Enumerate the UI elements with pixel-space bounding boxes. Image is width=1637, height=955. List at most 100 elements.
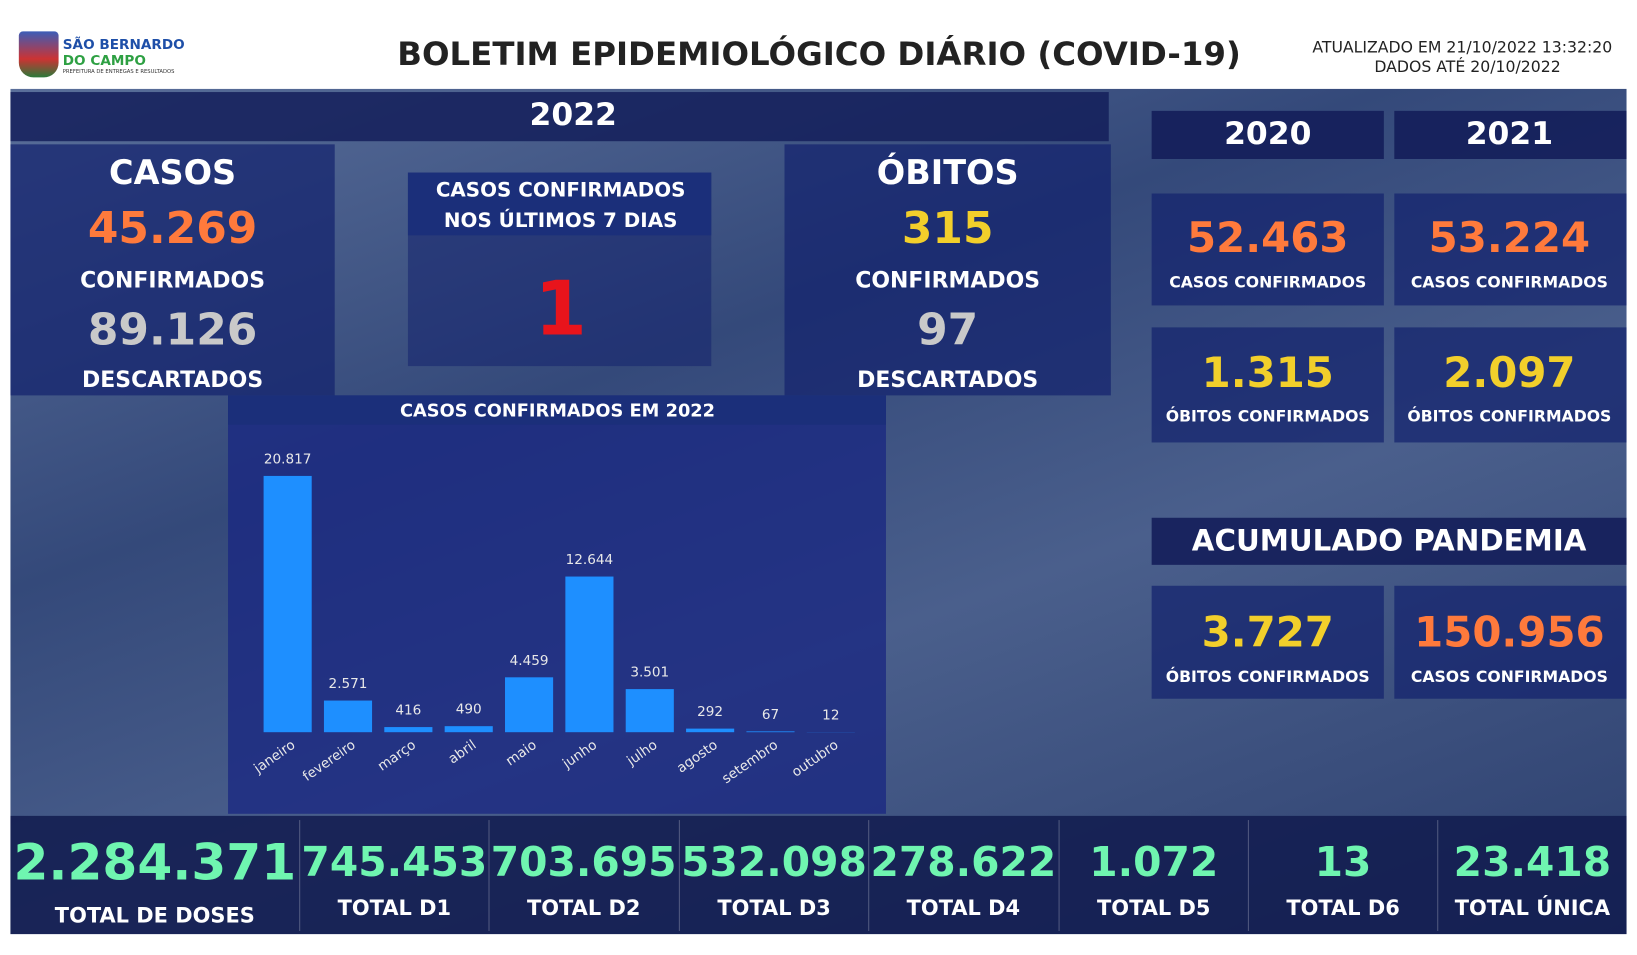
separator — [1058, 820, 1060, 931]
kpi-value: 2.097 — [1443, 349, 1576, 398]
bar — [746, 731, 795, 733]
bar — [625, 689, 674, 733]
x-tick-label: outubro — [789, 737, 842, 781]
data-until: DADOS ATÉ 20/10/2022 — [1374, 57, 1561, 77]
panel-header — [1151, 517, 1627, 565]
bar — [263, 475, 312, 733]
kpi-value: 150.956 — [1414, 608, 1605, 657]
panel — [1151, 193, 1384, 306]
separator — [868, 820, 870, 931]
panel-header — [1394, 110, 1627, 159]
panel-title: ÓBITOS — [876, 152, 1019, 193]
value-label: 12 — [822, 708, 839, 724]
bar — [686, 728, 735, 733]
separator — [488, 820, 490, 931]
bar — [444, 726, 493, 733]
logo-text: SÃO BERNARDO — [62, 37, 185, 54]
panel-header — [407, 172, 712, 236]
panel — [1394, 193, 1627, 306]
chart: 20.817 janeiro 2.571 fevereiro 416 março 490 ab… — [250, 451, 855, 787]
kpi-value: 1.315 — [1201, 349, 1334, 398]
panel — [1151, 327, 1384, 443]
kpi-label: CONFIRMADOS — [80, 267, 266, 293]
kpi-value: 3.727 — [1201, 608, 1334, 657]
kpi-value: 97 — [917, 303, 979, 356]
kpi-value: 1 — [534, 264, 587, 353]
vaccine-strip — [10, 815, 1627, 935]
vaccine-label: TOTAL D5 — [1097, 895, 1211, 921]
vaccine-label: TOTAL D6 — [1286, 895, 1400, 921]
title: BOLETIM EPIDEMIOLÓGICO DIÁRIO (COVID-19) — [397, 35, 1241, 74]
chart-header — [228, 395, 886, 425]
value-label: 416 — [395, 703, 421, 719]
x-tick-label: agosto — [674, 737, 721, 776]
kpi-value: 89.126 — [87, 303, 258, 356]
year-title: 2020 — [1224, 115, 1312, 153]
vaccine-label: TOTAL DE DOSES — [54, 902, 255, 928]
kpi-label: ÓBITOS CONFIRMADOS — [1407, 406, 1612, 426]
panel-title: NOS ÚLTIMOS 7 DIAS — [443, 209, 678, 233]
logo-emblem — [18, 31, 59, 78]
x-tick-label: julho — [623, 737, 660, 770]
vaccine-value: 532.098 — [681, 839, 867, 887]
kpi-value: 52.463 — [1187, 214, 1349, 263]
value-label: 12.644 — [566, 552, 614, 568]
kpi-label: CONFIRMADOS — [855, 267, 1041, 293]
panel — [10, 144, 335, 396]
x-tick-label: junho — [559, 737, 600, 772]
x-tick-label: abril — [446, 737, 480, 767]
panel — [1394, 585, 1627, 699]
x-tick-label: março — [375, 737, 419, 775]
vaccine-value: 23.418 — [1453, 839, 1612, 887]
vaccine-label: TOTAL D1 — [337, 895, 452, 921]
vaccine-value: 278.622 — [870, 839, 1057, 887]
panel-title: CASOS CONFIRMADOS — [435, 178, 686, 202]
kpi-label: DESCARTADOS — [82, 367, 264, 393]
kpi-value: 315 — [901, 202, 994, 254]
year-title: 2021 — [1465, 115, 1554, 153]
banner — [10, 92, 1109, 142]
logo: SÃO BERNARDO DO CAMPO PREFEITURA DE ENTR… — [18, 31, 202, 78]
vaccine-label: TOTAL D4 — [906, 895, 1021, 921]
panel — [784, 144, 1111, 396]
logo-text: PREFEITURA DE ENTREGAS E RESULTADOS — [62, 69, 175, 76]
panel-title: ACUMULADO PANDEMIA — [1191, 523, 1587, 559]
chart-title: CASOS CONFIRMADOS EM 2022 — [399, 400, 716, 422]
x-tick-label: maio — [503, 737, 540, 769]
bar — [384, 727, 433, 733]
bar — [323, 700, 373, 733]
value-label: 2.571 — [329, 676, 368, 692]
panel — [1394, 327, 1627, 443]
panel-title: CASOS — [109, 152, 237, 193]
value-label: 4.459 — [510, 653, 549, 669]
vaccine-label: TOTAL ÚNICA — [1454, 895, 1611, 921]
panel — [1151, 585, 1384, 699]
value-label: 20.817 — [264, 451, 312, 467]
kpi-value: 45.269 — [87, 202, 258, 254]
vaccine-value: 2.284.371 — [13, 833, 297, 893]
separator — [1437, 820, 1439, 931]
bar — [505, 677, 554, 733]
vaccine-label: TOTAL D2 — [526, 895, 641, 921]
vaccine-value: 1.072 — [1089, 839, 1219, 887]
x-tick-label: janeiro — [250, 737, 298, 777]
x-tick-label: setembro — [719, 737, 781, 787]
separator — [299, 820, 301, 931]
kpi-label: CASOS CONFIRMADOS — [1169, 273, 1367, 292]
vaccine-value: 745.453 — [301, 839, 488, 887]
value-label: 292 — [697, 704, 723, 720]
logo-text: DO CAMPO — [62, 53, 146, 70]
kpi-label: CASOS CONFIRMADOS — [1410, 273, 1608, 292]
separator — [1247, 820, 1249, 931]
bar — [565, 576, 614, 733]
kpi-value: 53.224 — [1428, 214, 1591, 263]
x-tick-label: fevereiro — [300, 737, 359, 785]
value-label: 3.501 — [630, 665, 669, 681]
updated: ATUALIZADO EM 21/10/2022 13:32:20 — [1312, 37, 1613, 57]
chart-panel — [228, 395, 886, 814]
vaccine-value: 13 — [1314, 839, 1372, 887]
vaccine-value: 703.695 — [490, 839, 677, 887]
kpi-label: ÓBITOS CONFIRMADOS — [1165, 406, 1370, 426]
value-label: 67 — [762, 707, 779, 723]
